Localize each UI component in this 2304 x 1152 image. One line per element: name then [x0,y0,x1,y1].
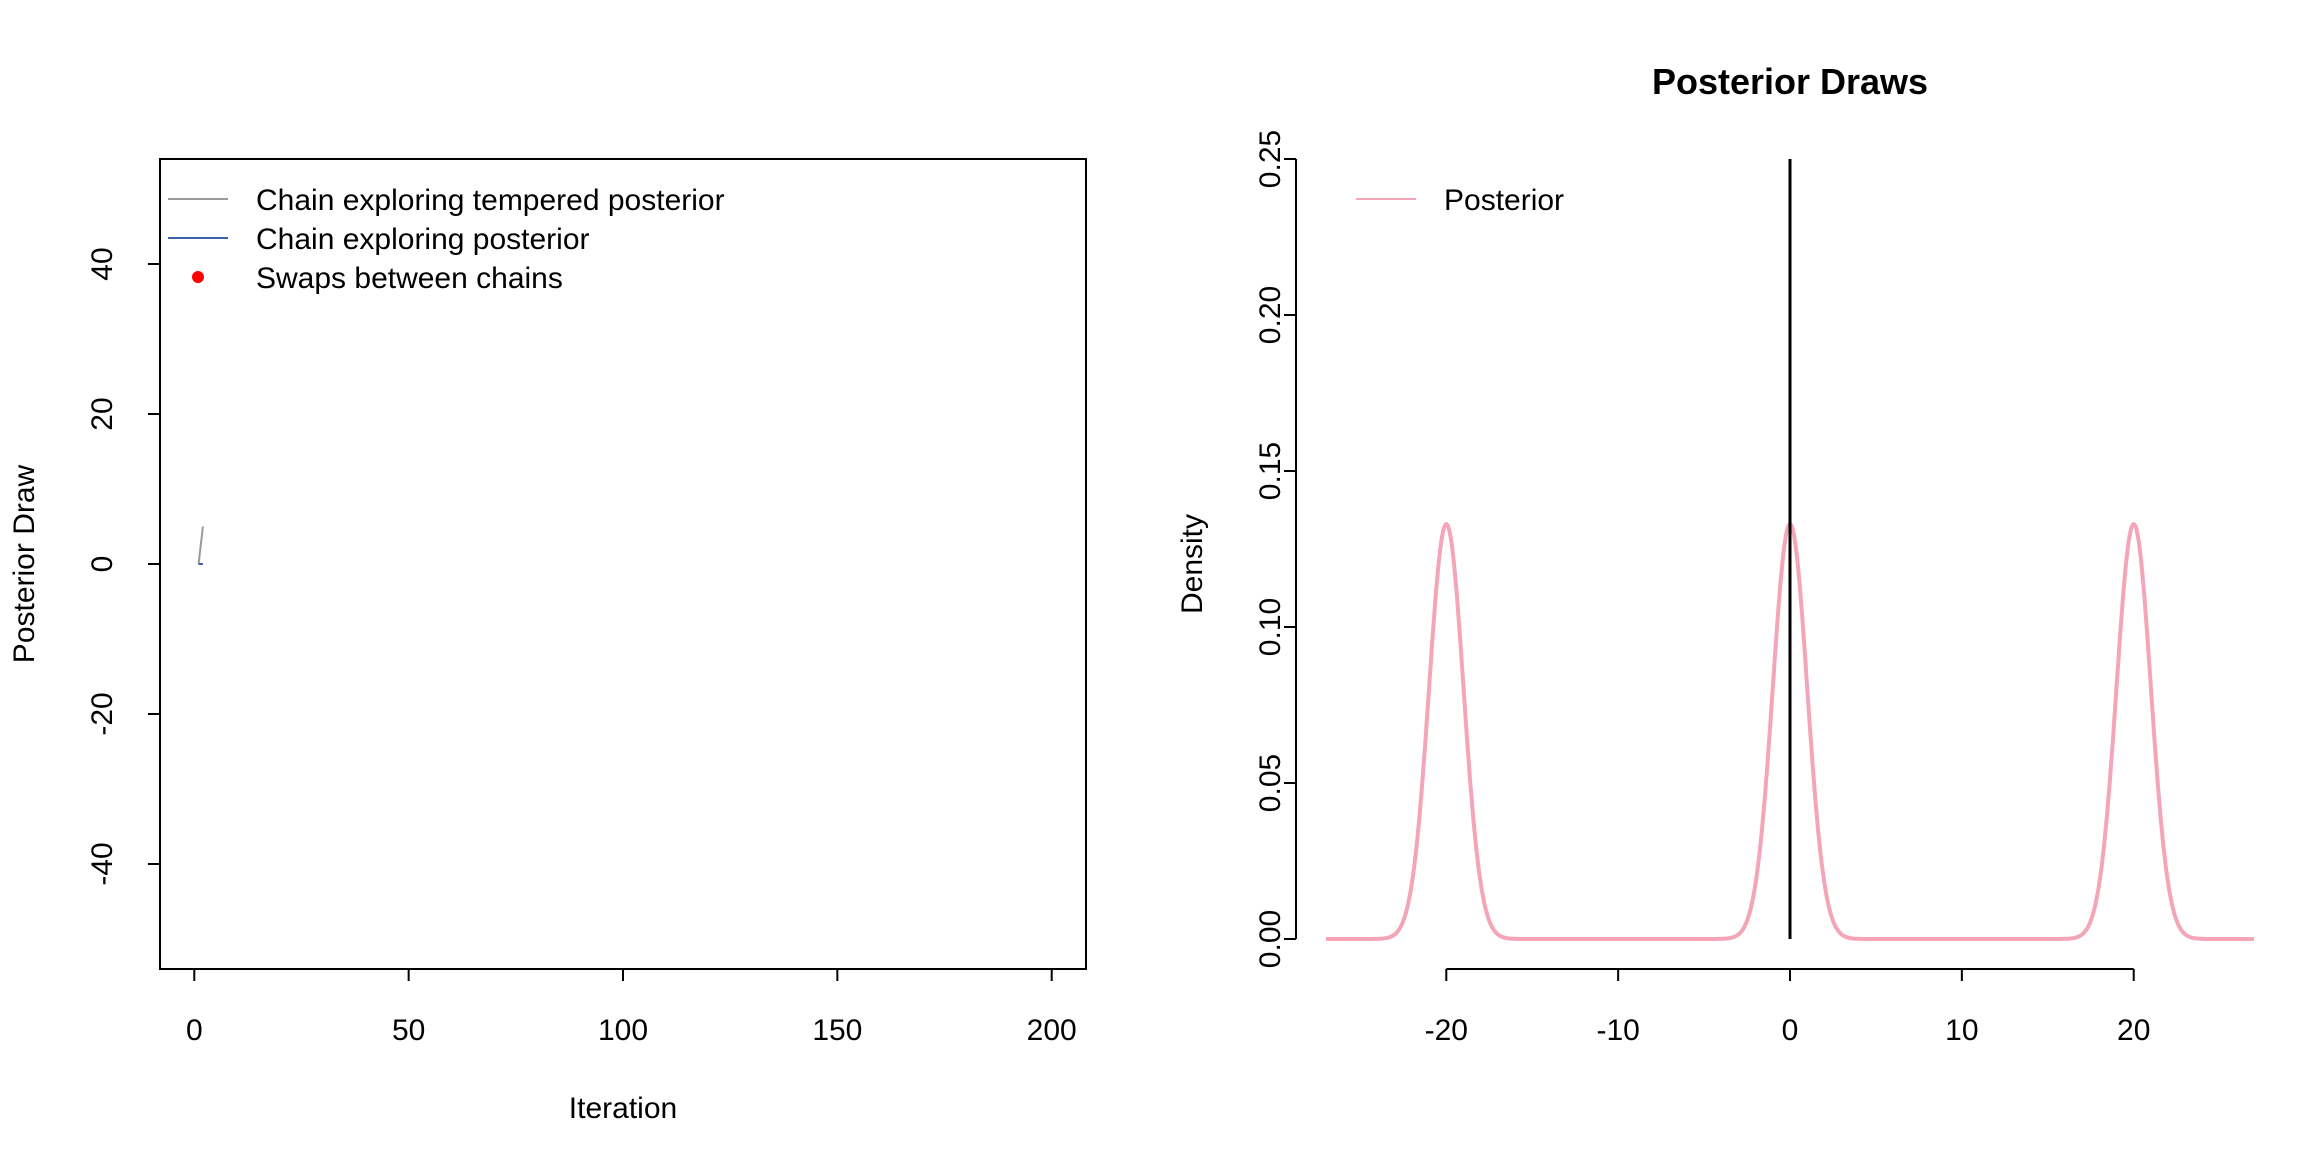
density-legend: Posterior [1356,184,1564,217]
density-y-tick-label: 0.20 [1254,286,1287,344]
density-y-axis: 0.00 0.05 0.10 0.15 0.20 0.25 [1254,130,1297,968]
density-x-tick-label: 10 [1945,1014,1978,1047]
trace-x-axis-title: Iteration [569,1092,677,1125]
trace-legend: Chain exploring tempered posterior Chain … [168,184,725,295]
trace-plot: 0 50 100 150 200 -40 -20 0 20 40 Iteration Poste… [8,158,1087,1125]
density-series [1326,159,2254,941]
trace-y-tick-label: -20 [86,692,119,735]
density-x-tick-label: 20 [2117,1014,2150,1047]
trace-x-tick-label: 0 [186,1014,203,1047]
density-y-tick-label: 0.05 [1254,754,1287,812]
trace-y-axis-title: Posterior Draw [8,464,41,663]
trace-x-tick-label: 100 [598,1014,648,1047]
density-legend-label-0: Posterior [1444,184,1564,217]
density-y-axis-title: Density [1176,514,1209,614]
trace-series [197,526,204,565]
density-plot-title: Posterior Draws [1652,61,1928,102]
trace-legend-label-0: Chain exploring tempered posterior [256,184,725,217]
trace-y-tick-label: 20 [86,397,119,430]
trace-y-tick-label: -40 [86,842,119,885]
trace-legend-label-1: Chain exploring posterior [256,223,590,256]
trace-x-tick-label: 200 [1027,1014,1077,1047]
trace-legend-label-2: Swaps between chains [256,262,563,295]
trace-x-tick-label: 50 [392,1014,425,1047]
density-x-tick-label: -10 [1596,1014,1639,1047]
trace-x-tick-label: 150 [812,1014,862,1047]
trace-y-axis: -40 -20 0 20 40 [86,247,161,886]
density-y-tick-label: 0.10 [1254,598,1287,656]
trace-series-line-0 [197,526,204,565]
density-x-tick-label: -20 [1425,1014,1468,1047]
trace-x-axis: 0 50 100 150 200 [186,968,1077,1047]
density-x-axis: -20 -10 0 10 20 [1425,968,2150,1047]
density-y-tick-label: 0.15 [1254,442,1287,500]
density-x-tick-label: 0 [1782,1014,1799,1047]
trace-y-tick-label: 40 [86,247,119,280]
density-y-tick-label: 0.25 [1254,130,1287,188]
trace-legend-swatch-2 [192,271,204,283]
density-plot: Posterior Draws -20 -10 0 10 20 0.00 0.05 0.10… [1176,61,2254,1047]
trace-y-tick-label: 0 [86,556,119,573]
density-y-tick-label: 0.00 [1254,910,1287,968]
